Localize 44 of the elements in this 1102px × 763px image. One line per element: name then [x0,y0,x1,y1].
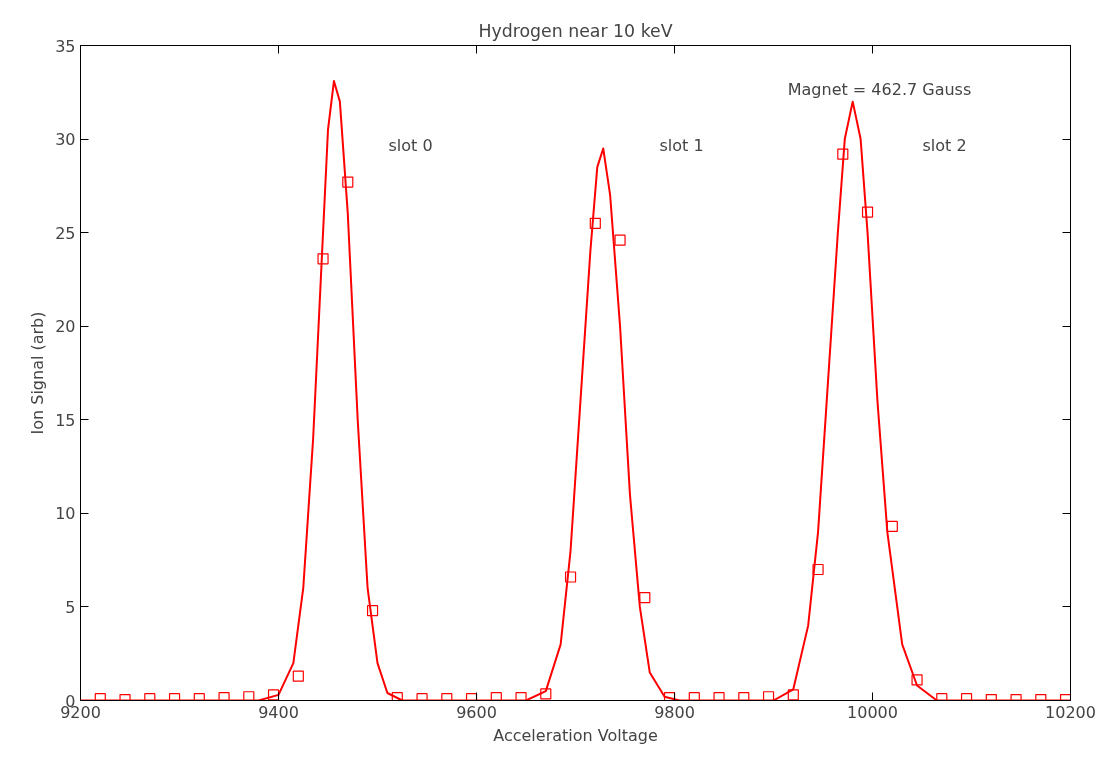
point [738,692,750,701]
chart-title: Hydrogen near 10 keV [478,20,673,41]
point [267,689,280,701]
point [490,692,502,701]
point [713,692,725,701]
point [688,692,700,701]
point [886,520,898,533]
annotation: slot 1 [659,136,704,155]
point [540,688,552,700]
x-tick-label: 9800 [654,702,695,722]
point [762,691,775,701]
point [787,689,799,701]
x-tick-label: 9400 [258,702,299,722]
point [366,605,379,617]
point [812,563,824,576]
y-tick-label: 20 [55,317,76,337]
point [837,148,849,160]
annotation: Magnet = 462.7 Gauss [787,80,972,99]
point [243,691,255,701]
annotation: slot 2 [922,136,967,155]
y-tick-label: 30 [55,130,76,150]
y-tick-label: 25 [55,223,76,243]
x-axis-title: Acceleration Voltage [493,725,658,745]
point [614,234,626,246]
x-tick-label: 10200 [1045,702,1096,722]
point [218,692,230,701]
x-tick-label: 9600 [456,702,497,722]
y-tick-label: 10 [55,504,76,524]
point [515,692,527,701]
y-tick-label: 5 [65,597,76,617]
point [564,571,577,583]
point [342,176,354,188]
point [292,670,304,682]
y-axis-title: Ion Signal (arb) [28,311,48,435]
y-tick-label: 15 [55,410,76,430]
point [911,674,923,686]
point [861,206,874,218]
x-tick-label: 10000 [847,702,898,722]
point [391,692,403,701]
point [589,217,601,229]
point [317,253,329,265]
y-tick-label: 35 [55,36,76,56]
annotation: slot 0 [388,136,433,155]
point [639,591,651,604]
